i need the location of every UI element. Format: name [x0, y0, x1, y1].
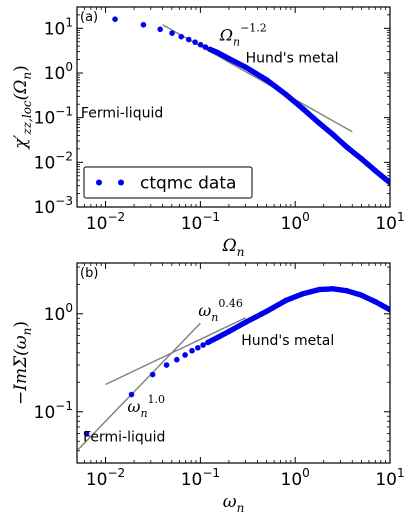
y-tick-label: 101 — [44, 15, 73, 39]
x-tick-label: 10−1 — [181, 210, 220, 234]
data-point — [202, 44, 209, 50]
fit-line — [105, 317, 246, 386]
data-point — [263, 308, 270, 315]
series-ctqmc-data — [112, 16, 390, 186]
power-law-annotation: ωn0.46 — [198, 297, 243, 324]
data-point — [226, 55, 232, 62]
data-point — [169, 30, 175, 36]
y-tick-label: 10−3 — [34, 194, 73, 218]
data-point — [372, 167, 379, 174]
x-tick-label: 10−1 — [181, 466, 220, 490]
x-tick-label: 100 — [281, 210, 310, 234]
power-law-annotation: ωn1.0 — [127, 393, 165, 420]
data-point — [299, 291, 306, 297]
data-point — [330, 131, 336, 138]
data-point — [178, 33, 185, 40]
data-point — [283, 91, 289, 98]
legend-box — [83, 166, 253, 199]
data-point — [200, 342, 206, 348]
x-axis-label: ωn — [223, 492, 245, 515]
x-tick-label: 10−2 — [86, 210, 125, 234]
data-point — [197, 41, 204, 48]
data-point — [316, 286, 323, 293]
data-point — [182, 352, 188, 358]
x-tick-label: 10−2 — [86, 466, 125, 490]
region-annotation: Fermi-liquid — [83, 429, 165, 445]
data-point — [205, 339, 211, 346]
data-point — [316, 120, 323, 127]
panel-a: 10−2 10−1 100 101 10−3 10−2 10−1 100 101 (a) Ωn−1.… — [11, 6, 405, 259]
x-axis-label: Ωn — [222, 236, 245, 259]
data-point — [112, 16, 118, 22]
data-point — [387, 306, 390, 313]
y-tick-label: 100 — [44, 60, 73, 84]
y-tick-label: 10−2 — [34, 149, 73, 173]
panel-b: 10−2 10−1 100 101 10−1 100 (b) ωn0.46 Hund's met… — [11, 262, 405, 515]
x-tick-label: 101 — [375, 466, 404, 490]
data-point — [330, 285, 336, 292]
data-point — [343, 287, 350, 294]
power-law-annotation: Ωn−1.2 — [219, 22, 267, 49]
data-point — [358, 292, 365, 298]
legend-marker — [96, 179, 102, 186]
legend-marker — [118, 179, 124, 186]
region-annotation: Hund's metal — [241, 333, 334, 349]
fit-line — [77, 322, 201, 452]
data-point — [128, 391, 135, 398]
data-point — [157, 26, 163, 33]
x-tick-label: 101 — [375, 210, 404, 234]
series-ctqmc-data — [83, 285, 390, 437]
data-point — [189, 347, 195, 354]
data-point — [283, 297, 289, 304]
data-point — [242, 319, 249, 326]
region-annotation: Fermi-liquid — [81, 106, 163, 122]
data-point — [358, 155, 365, 162]
data-point — [263, 77, 270, 83]
data-point — [192, 39, 198, 45]
y-axis-label: −ImΣ(ωn) — [11, 321, 34, 405]
data-point — [185, 36, 192, 43]
plot-frame — [76, 6, 391, 208]
plot-frame — [76, 262, 391, 464]
y-tick-label: 100 — [44, 301, 73, 325]
legend: ctqmc data — [83, 166, 253, 199]
data-point — [299, 105, 306, 112]
data-point — [140, 21, 147, 28]
panel-label: (b) — [80, 266, 98, 281]
data-point — [83, 430, 90, 437]
data-point — [163, 362, 170, 368]
region-annotation: Hund's metal — [246, 51, 339, 67]
data-point — [226, 328, 232, 335]
data-point — [207, 46, 213, 53]
panel-label: (a) — [80, 10, 98, 25]
y-tick-label: 10−1 — [34, 399, 73, 423]
legend-label: ctqmc data — [140, 174, 236, 194]
data-point — [372, 298, 379, 305]
data-point — [214, 334, 220, 341]
data-point — [149, 371, 156, 378]
data-point — [387, 179, 390, 186]
data-point — [343, 144, 350, 150]
x-tick-label: 100 — [281, 466, 310, 490]
y-axis-label: χ′zz,loc(Ωn) — [11, 65, 34, 150]
data-point — [174, 356, 180, 363]
data-point — [242, 64, 249, 70]
data-point — [214, 49, 220, 56]
data-point — [195, 344, 201, 351]
y-tick-label: 10−1 — [34, 105, 73, 129]
